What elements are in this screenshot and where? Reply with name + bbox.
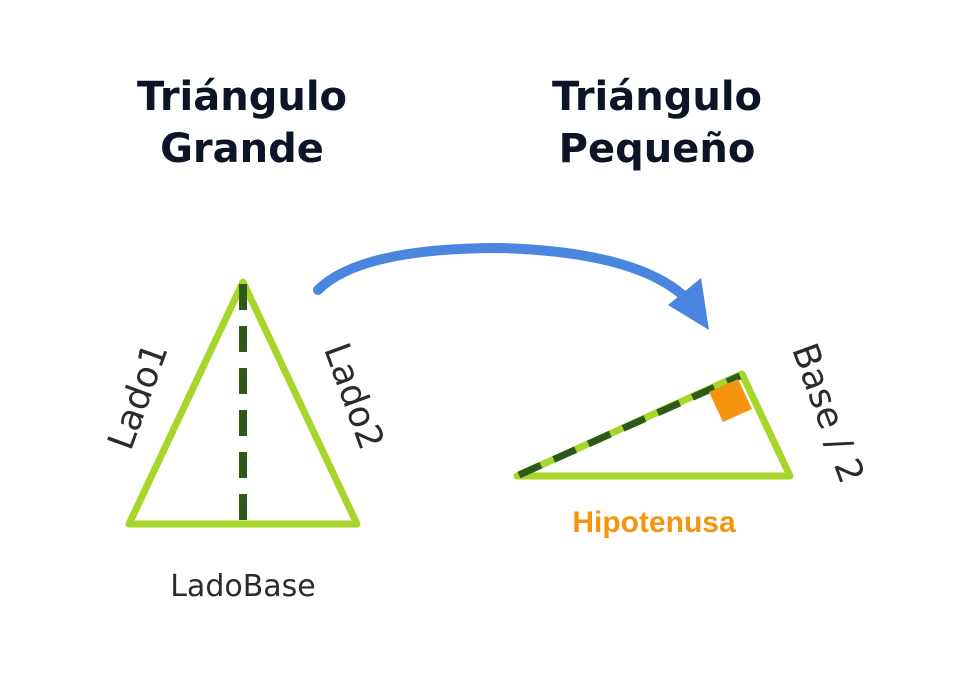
- half-base-label: Base / 2: [783, 338, 871, 489]
- hypotenuse-dashed-line: [517, 372, 742, 479]
- base-label: LadoBase: [170, 569, 316, 604]
- arrow-head-icon: [668, 278, 709, 330]
- side2-label: Lado2: [315, 338, 391, 455]
- right-angle-marker: [709, 379, 752, 422]
- large-triangle: [125, 278, 361, 528]
- hypotenuse-label: Hipotenusa: [572, 506, 736, 539]
- small-triangle-title-line2: Pequeño: [559, 126, 756, 172]
- side1-label: Lado1: [101, 338, 177, 455]
- transition-arrow: [313, 242, 693, 305]
- large-triangle-title-line1: Triángulo: [137, 74, 347, 120]
- large-triangle-title-line2: Grande: [160, 126, 324, 172]
- small-triangle-title-line1: Triángulo: [552, 74, 762, 120]
